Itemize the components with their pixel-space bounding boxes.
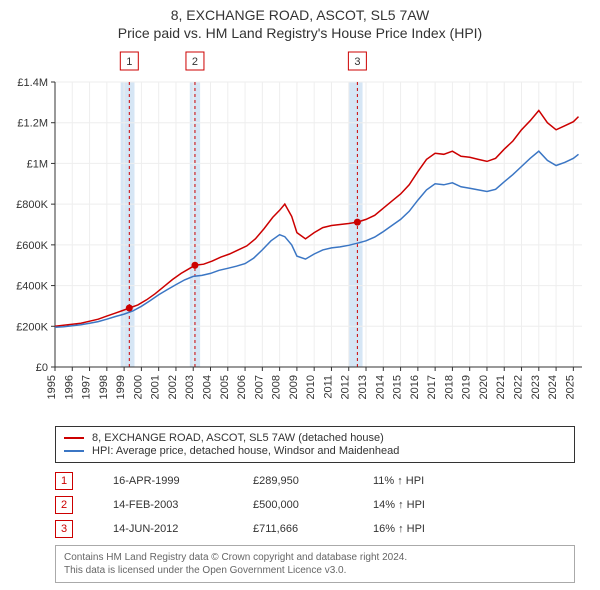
svg-text:2019: 2019 [461, 375, 473, 399]
svg-text:2011: 2011 [322, 375, 334, 399]
svg-text:2022: 2022 [513, 375, 525, 399]
transaction-row: 1 16-APR-1999 £289,950 11% ↑ HPI [55, 469, 575, 493]
transaction-price: £711,666 [253, 523, 333, 535]
transaction-delta: 14% ↑ HPI [373, 499, 425, 511]
svg-text:2006: 2006 [236, 375, 248, 399]
transaction-date: 14-FEB-2003 [113, 499, 213, 511]
title-block: 8, EXCHANGE ROAD, ASCOT, SL5 7AW Price p… [0, 0, 600, 42]
svg-text:1997: 1997 [81, 375, 93, 399]
svg-text:2016: 2016 [409, 375, 421, 399]
subtitle: Price paid vs. HM Land Registry's House … [0, 24, 600, 42]
chart-container: £0 £200K £400K £600K £800K £1M £1.2M £1.4M 1995 1… [0, 42, 600, 422]
transaction-row: 3 14-JUN-2012 £711,666 16% ↑ HPI [55, 517, 575, 541]
legend-swatch-hpi [64, 450, 84, 452]
svg-text:2015: 2015 [392, 375, 404, 399]
address-title: 8, EXCHANGE ROAD, ASCOT, SL5 7AW [0, 6, 600, 24]
svg-text:1995: 1995 [46, 375, 58, 399]
transaction-badge: 1 [55, 472, 73, 490]
transaction-price: £500,000 [253, 499, 333, 511]
svg-text:2021: 2021 [495, 375, 507, 399]
svg-text:2014: 2014 [374, 375, 386, 399]
legend-row-hpi: HPI: Average price, detached house, Wind… [64, 445, 566, 457]
svg-text:£1.2M: £1.2M [17, 118, 48, 130]
svg-text:3: 3 [354, 56, 360, 68]
transactions-table: 1 16-APR-1999 £289,950 11% ↑ HPI 2 14-FEB-200… [55, 469, 575, 541]
transaction-delta: 16% ↑ HPI [373, 523, 425, 535]
svg-text:2005: 2005 [219, 375, 231, 399]
svg-text:2000: 2000 [132, 375, 144, 399]
svg-text:£0: £0 [36, 362, 48, 374]
svg-text:2020: 2020 [478, 375, 490, 399]
svg-text:2004: 2004 [202, 375, 214, 399]
svg-text:2007: 2007 [253, 375, 265, 399]
legend-swatch-property [64, 437, 84, 439]
transaction-price: £289,950 [253, 475, 333, 487]
svg-text:1999: 1999 [115, 375, 127, 399]
svg-text:2024: 2024 [547, 375, 559, 399]
transaction-badge: 2 [55, 496, 73, 514]
transaction-date: 16-APR-1999 [113, 475, 213, 487]
svg-text:2009: 2009 [288, 375, 300, 399]
svg-text:2012: 2012 [340, 375, 352, 399]
price-chart: £0 £200K £400K £600K £800K £1M £1.2M £1.4M 1995 1… [0, 42, 600, 422]
svg-text:2: 2 [192, 56, 198, 68]
svg-text:2023: 2023 [530, 375, 542, 399]
transaction-delta: 11% ↑ HPI [373, 475, 424, 487]
svg-text:1996: 1996 [63, 375, 75, 399]
svg-text:2002: 2002 [167, 375, 179, 399]
footnote-line2: This data is licensed under the Open Gov… [64, 564, 566, 577]
legend-label-hpi: HPI: Average price, detached house, Wind… [92, 445, 399, 457]
footnote: Contains HM Land Registry data © Crown c… [55, 545, 575, 583]
svg-text:2025: 2025 [564, 375, 576, 399]
svg-text:2018: 2018 [443, 375, 455, 399]
svg-text:1998: 1998 [98, 375, 110, 399]
svg-text:£1M: £1M [27, 159, 48, 171]
transaction-row: 2 14-FEB-2003 £500,000 14% ↑ HPI [55, 493, 575, 517]
svg-text:£600K: £600K [16, 240, 48, 252]
transaction-badge: 3 [55, 520, 73, 538]
footnote-line1: Contains HM Land Registry data © Crown c… [64, 551, 566, 564]
transaction-date: 14-JUN-2012 [113, 523, 213, 535]
legend-label-property: 8, EXCHANGE ROAD, ASCOT, SL5 7AW (detach… [92, 432, 384, 444]
svg-text:2001: 2001 [150, 375, 162, 399]
svg-text:2017: 2017 [426, 375, 438, 399]
svg-text:2010: 2010 [305, 375, 317, 399]
svg-text:£200K: £200K [16, 322, 48, 334]
svg-text:£800K: £800K [16, 200, 48, 212]
svg-text:2008: 2008 [271, 375, 283, 399]
svg-text:£400K: £400K [16, 281, 48, 293]
svg-text:£1.4M: £1.4M [17, 77, 48, 89]
legend-row-property: 8, EXCHANGE ROAD, ASCOT, SL5 7AW (detach… [64, 432, 566, 444]
svg-text:2003: 2003 [184, 375, 196, 399]
legend: 8, EXCHANGE ROAD, ASCOT, SL5 7AW (detach… [55, 426, 575, 463]
svg-text:1: 1 [126, 56, 132, 68]
svg-text:2013: 2013 [357, 375, 369, 399]
